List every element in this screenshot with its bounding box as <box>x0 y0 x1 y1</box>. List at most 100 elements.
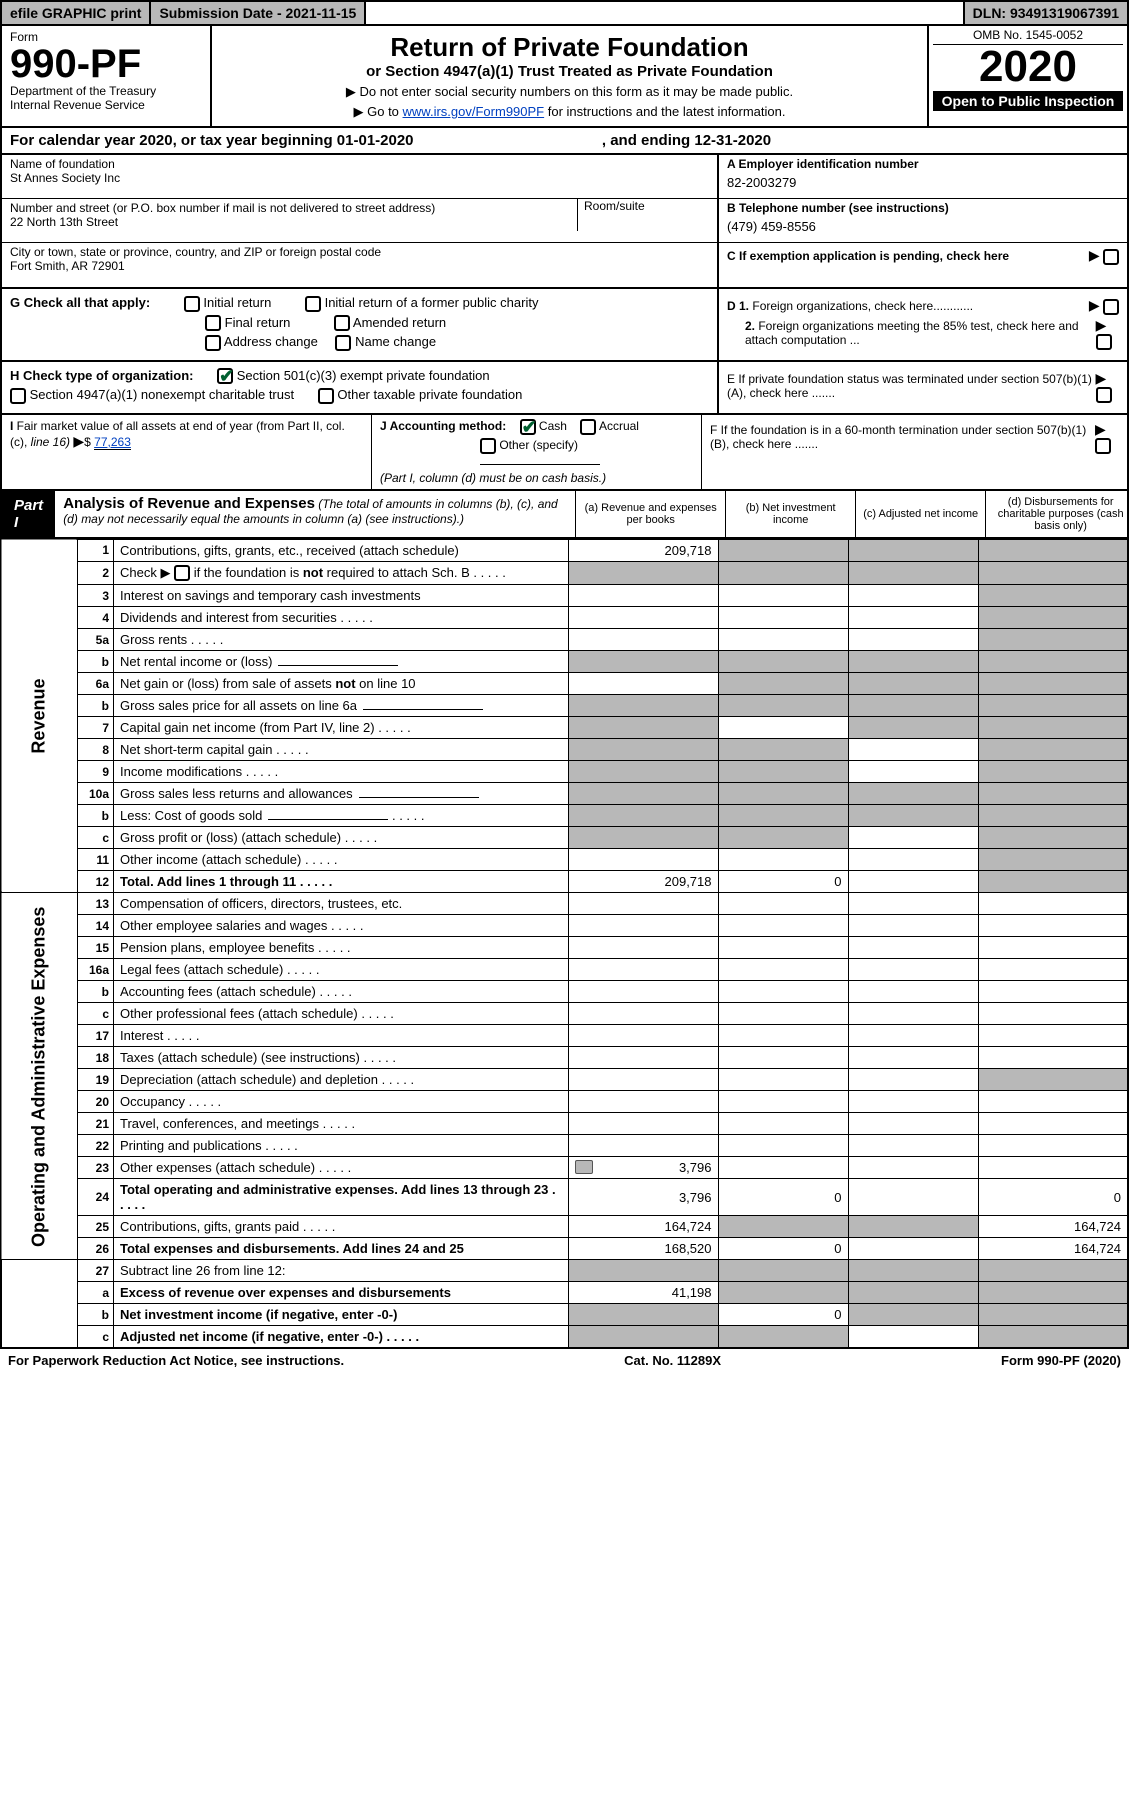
row-number: 21 <box>78 1113 114 1135</box>
col-c-value <box>848 1091 978 1113</box>
table-row: Operating and Administrative Expenses13C… <box>1 893 1128 915</box>
section-d: D 1. D 1. Foreign organizations, check h… <box>717 289 1127 360</box>
col-b-value <box>718 761 848 783</box>
row-description: Depreciation (attach schedule) and deple… <box>114 1069 569 1091</box>
f-label: F If the foundation is in a 60-month ter… <box>710 423 1095 451</box>
col-c-value <box>848 561 978 585</box>
table-row: aExcess of revenue over expenses and dis… <box>1 1282 1128 1304</box>
table-row: 5aGross rents <box>1 629 1128 651</box>
other-method-checkbox[interactable] <box>480 438 496 454</box>
col-c-value <box>848 1135 978 1157</box>
f-checkbox[interactable] <box>1095 438 1111 454</box>
col-b-value <box>718 827 848 849</box>
row-description: Dividends and interest from securities <box>114 607 569 629</box>
table-row: 10aGross sales less returns and allowanc… <box>1 783 1128 805</box>
col-c-value <box>848 849 978 871</box>
d2-checkbox[interactable] <box>1096 334 1112 350</box>
open-inspection: Open to Public Inspection <box>933 91 1123 111</box>
col-c-value <box>848 981 978 1003</box>
part1-title: Analysis of Revenue and Expenses <box>63 495 315 512</box>
col-d-value <box>978 1157 1128 1179</box>
row-description: Pension plans, employee benefits <box>114 937 569 959</box>
col-b-value <box>718 1113 848 1135</box>
col-d-value <box>978 783 1128 805</box>
col-b-value <box>718 1157 848 1179</box>
row-description: Subtract line 26 from line 12: <box>114 1260 569 1282</box>
other-taxable-checkbox[interactable] <box>318 388 334 404</box>
row-description: Capital gain net income (from Part IV, l… <box>114 717 569 739</box>
initial-return-checkbox[interactable] <box>184 296 200 312</box>
col-b-value <box>718 561 848 585</box>
col-b-value: 0 <box>718 1304 848 1326</box>
col-c-value <box>848 1216 978 1238</box>
col-b-value <box>718 739 848 761</box>
row-description: Less: Cost of goods sold <box>114 805 569 827</box>
form-header: Form 990-PF Department of the Treasury I… <box>0 26 1129 128</box>
footer-catno: Cat. No. 11289X <box>624 1353 721 1368</box>
col-d-value <box>978 1047 1128 1069</box>
row-description: Total. Add lines 1 through 11 <box>114 871 569 893</box>
accrual-checkbox[interactable] <box>580 419 596 435</box>
501c3-checkbox[interactable] <box>217 368 233 384</box>
col-b-value <box>718 1282 848 1304</box>
col-d-value: 164,724 <box>978 1216 1128 1238</box>
attachment-icon[interactable] <box>575 1160 593 1174</box>
col-b-value <box>718 1260 848 1282</box>
row-description: Other employee salaries and wages <box>114 915 569 937</box>
row-number: 1 <box>78 539 114 561</box>
row-description: Other expenses (attach schedule) <box>114 1157 569 1179</box>
table-row: 15Pension plans, employee benefits <box>1 937 1128 959</box>
col-b-value <box>718 1069 848 1091</box>
col-d-value <box>978 561 1128 585</box>
fmv-link[interactable]: 77,263 <box>94 435 131 450</box>
col-d-value <box>978 893 1128 915</box>
col-a-value <box>568 959 718 981</box>
address-row: Number and street (or P.O. box number if… <box>2 199 717 243</box>
col-d-value <box>978 805 1128 827</box>
col-a-value <box>568 561 718 585</box>
e-label: E If private foundation status was termi… <box>727 372 1096 400</box>
final-return-checkbox[interactable] <box>205 315 221 331</box>
table-row: 25Contributions, gifts, grants paid164,7… <box>1 1216 1128 1238</box>
efile-label: efile GRAPHIC print <box>2 2 151 24</box>
col-b-value <box>718 695 848 717</box>
row-number: a <box>78 1282 114 1304</box>
col-c-value <box>848 651 978 673</box>
table-row: 24Total operating and administrative exp… <box>1 1179 1128 1216</box>
table-row: bAccounting fees (attach schedule) <box>1 981 1128 1003</box>
opt-initial-former: Initial return of a former public charit… <box>325 295 539 310</box>
table-row: 7Capital gain net income (from Part IV, … <box>1 717 1128 739</box>
section-j: J Accounting method: Cash Accrual Other … <box>372 415 702 489</box>
h-opt2: Section 4947(a)(1) nonexempt charitable … <box>30 387 294 402</box>
col-d-value <box>978 915 1128 937</box>
col-b-value <box>718 585 848 607</box>
row-number: 7 <box>78 717 114 739</box>
ein-row: A Employer identification number 82-2003… <box>719 155 1127 199</box>
4947-checkbox[interactable] <box>10 388 26 404</box>
col-c-value <box>848 1282 978 1304</box>
row-description: Other income (attach schedule) <box>114 849 569 871</box>
phone-row: B Telephone number (see instructions) (4… <box>719 199 1127 243</box>
amended-return-checkbox[interactable] <box>334 315 350 331</box>
row-number: 11 <box>78 849 114 871</box>
address-change-checkbox[interactable] <box>205 335 221 351</box>
cash-checkbox[interactable] <box>520 419 536 435</box>
col-d-value <box>978 849 1128 871</box>
name-change-checkbox[interactable] <box>335 335 351 351</box>
footer-right: Form 990-PF (2020) <box>1001 1353 1121 1368</box>
d1-checkbox[interactable] <box>1103 299 1119 315</box>
col-c-value <box>848 1238 978 1260</box>
e-checkbox[interactable] <box>1096 387 1112 403</box>
form990pf-link[interactable]: www.irs.gov/Form990PF <box>403 104 545 119</box>
schb-checkbox[interactable] <box>174 565 190 581</box>
exemption-checkbox[interactable] <box>1103 249 1119 265</box>
ein-value: 82-2003279 <box>727 175 1119 190</box>
col-b-value <box>718 1047 848 1069</box>
col-a-value <box>568 1091 718 1113</box>
table-row: bNet investment income (if negative, ent… <box>1 1304 1128 1326</box>
row-number: c <box>78 1326 114 1349</box>
form-number: 990-PF <box>10 44 202 84</box>
row-description: Adjusted net income (if negative, enter … <box>114 1326 569 1349</box>
col-d-value <box>978 1069 1128 1091</box>
initial-former-checkbox[interactable] <box>305 296 321 312</box>
